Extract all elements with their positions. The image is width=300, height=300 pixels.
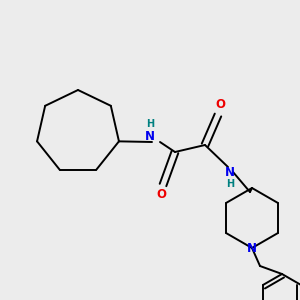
Text: N: N [145,130,155,142]
Text: H: H [146,119,154,129]
Text: O: O [215,98,225,112]
Text: N: N [247,242,257,254]
Text: H: H [226,179,234,189]
Text: N: N [225,166,235,178]
Text: O: O [156,188,166,202]
